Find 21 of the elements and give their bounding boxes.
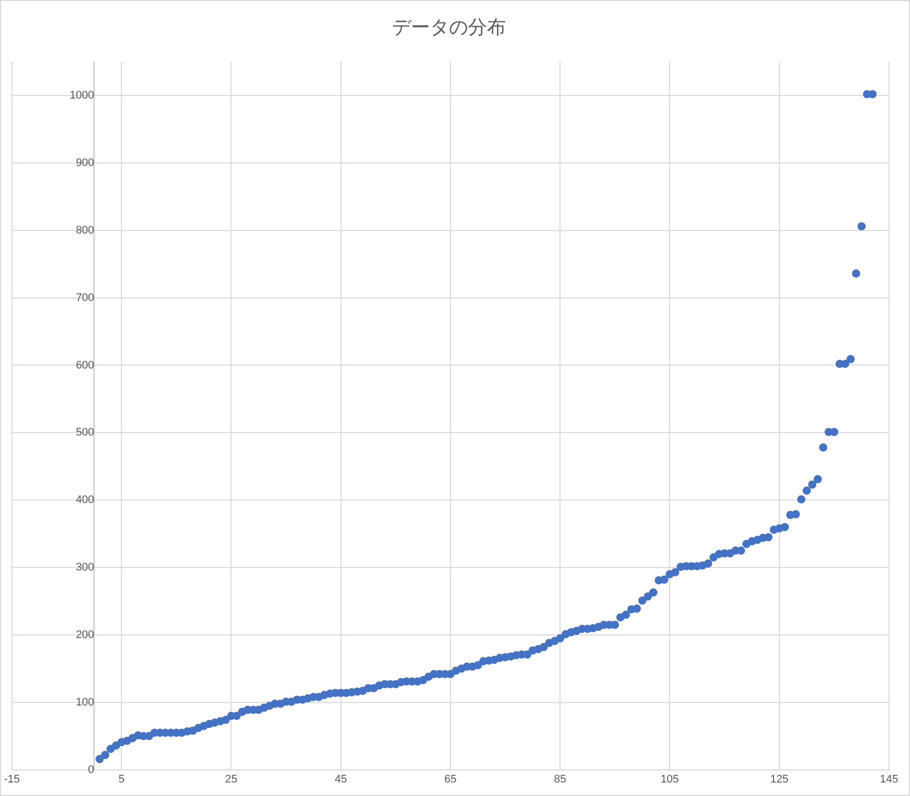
x-tick-label: -15 bbox=[4, 773, 20, 786]
y-tick-label: 600 bbox=[76, 359, 94, 372]
y-tick-label: 200 bbox=[76, 628, 94, 641]
y-tick-label: 800 bbox=[76, 224, 94, 236]
x-tick-label: 85 bbox=[554, 773, 566, 786]
x-tick-label: 145 bbox=[880, 773, 898, 786]
y-tick-label: 1000 bbox=[70, 90, 94, 102]
x-tick-label: 5 bbox=[118, 773, 125, 786]
y-tick-label: 500 bbox=[76, 426, 94, 439]
y-tick-label: 400 bbox=[76, 494, 94, 506]
x-tick-label: 25 bbox=[225, 773, 238, 786]
x-tick-label: 45 bbox=[334, 773, 347, 786]
y-tick-label: 900 bbox=[76, 156, 94, 169]
y-tick-label: 700 bbox=[76, 292, 94, 304]
x-tick-label: 105 bbox=[660, 773, 679, 786]
chart-title: データの分布 bbox=[392, 16, 506, 38]
y-tick-label: 0 bbox=[88, 764, 94, 776]
x-tick-label: 65 bbox=[444, 773, 457, 786]
y-tick-label: 100 bbox=[76, 696, 94, 708]
y-tick-label: 300 bbox=[76, 562, 94, 574]
x-tick-label: 125 bbox=[770, 773, 789, 786]
